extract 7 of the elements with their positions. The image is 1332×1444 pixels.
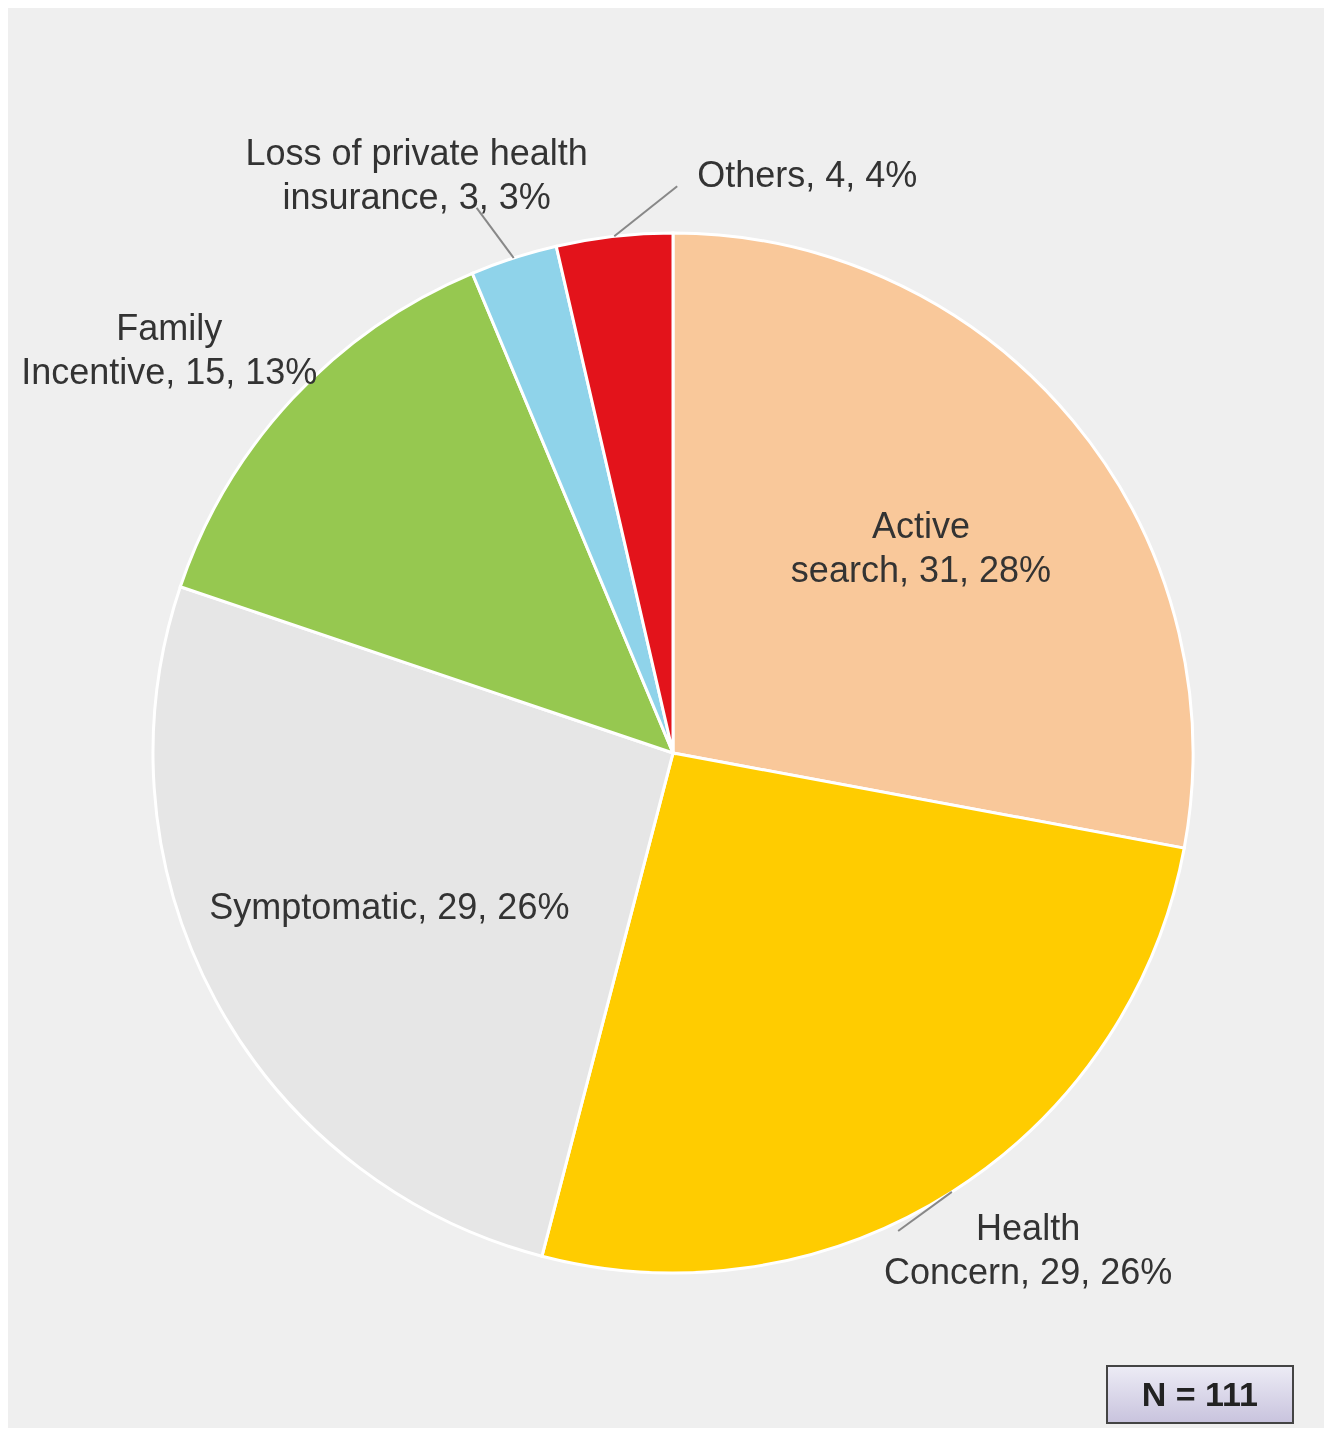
slice-label: Symptomatic, 29, 26% [209,885,570,927]
text: N = 111 [1105,1365,1294,1424]
slice-label: Active search, 31, 28% [790,504,1052,590]
slice-label: Health Concern, 29, 26% [884,1206,1173,1292]
slice-label: Loss of private health insurance, 3, 3% [245,131,588,217]
slice-label: Family Incentive, 15, 13% [21,306,318,392]
slice-label: Others, 4, 4% [697,153,918,195]
